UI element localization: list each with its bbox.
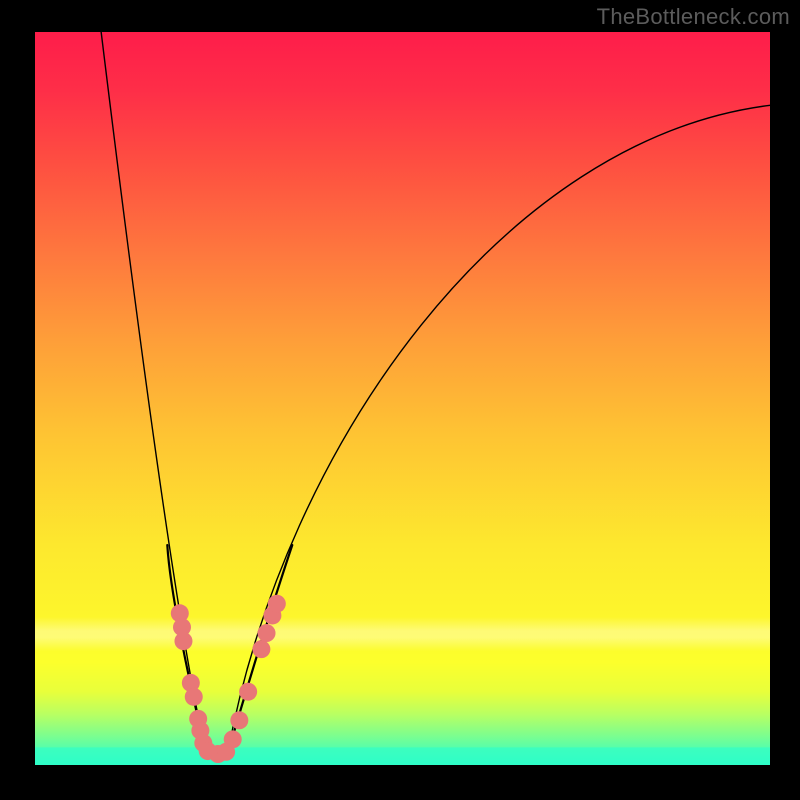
plot-background	[35, 32, 770, 765]
watermark-text: TheBottleneck.com	[597, 4, 790, 30]
pale-band	[35, 617, 770, 651]
marker-point	[185, 688, 203, 706]
marker-point	[174, 632, 192, 650]
green-band	[35, 747, 770, 765]
marker-point	[224, 730, 242, 748]
marker-point	[252, 640, 270, 658]
bottleneck-chart	[0, 0, 800, 800]
root-container: TheBottleneck.com	[0, 0, 800, 800]
marker-point	[268, 595, 286, 613]
marker-point	[258, 624, 276, 642]
marker-point	[239, 683, 257, 701]
marker-point	[230, 711, 248, 729]
